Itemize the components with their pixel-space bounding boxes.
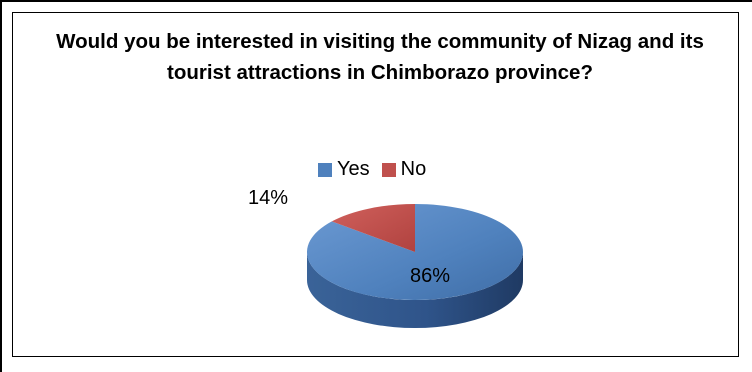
legend-swatch-no [381, 162, 396, 177]
frame-border-top [0, 0, 752, 2]
chart-title: Would you be interested in visiting the … [56, 30, 704, 84]
legend-item-yes: Yes [318, 158, 370, 181]
pie-slice-no [331, 204, 415, 252]
legend-label-yes: Yes [337, 158, 370, 180]
chart-legend: Yes No [318, 158, 438, 181]
frame-border-left [0, 0, 2, 372]
pie-side-yes [307, 252, 523, 328]
legend-item-no: No [381, 158, 427, 181]
data-label-no: 14% [248, 187, 288, 209]
data-label-yes: 86% [410, 265, 450, 287]
legend-label-no: No [400, 158, 427, 180]
legend-swatch-yes [318, 162, 332, 177]
